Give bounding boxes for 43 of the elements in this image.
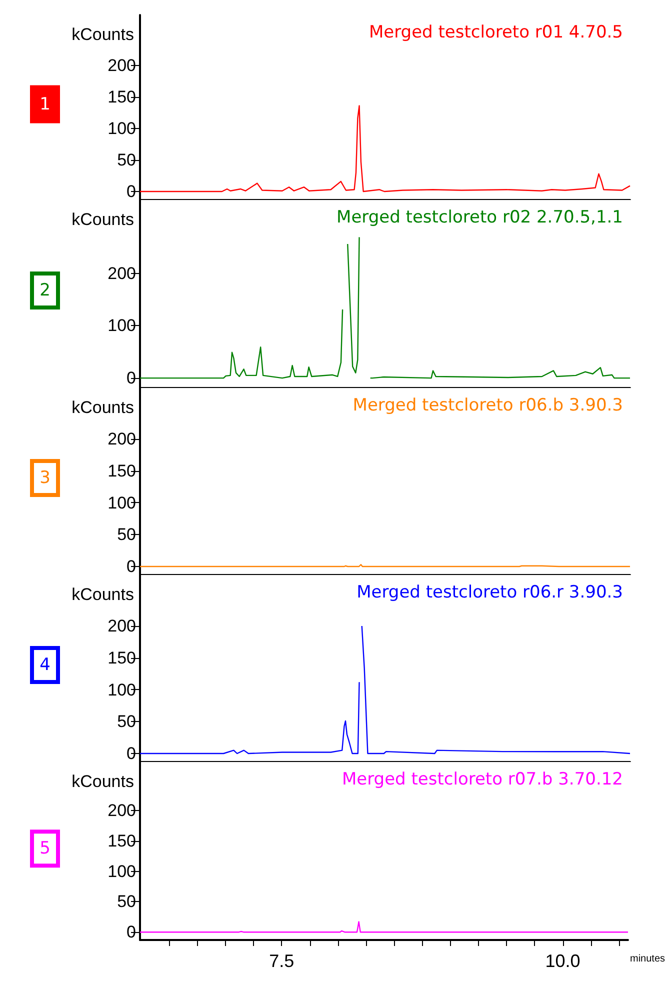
y-axis-title: kCounts bbox=[72, 210, 134, 229]
y-tick-label: 50 bbox=[117, 525, 136, 544]
y-tick-label: 150 bbox=[108, 648, 136, 668]
y-tick-label: 200 bbox=[108, 430, 136, 448]
y-tick-label: 150 bbox=[108, 461, 136, 480]
y-tick-label: 0 bbox=[126, 182, 136, 201]
y-axis-title: kCounts bbox=[72, 398, 134, 417]
y-tick-label: 50 bbox=[117, 892, 136, 912]
y-tick-label: 50 bbox=[117, 150, 136, 170]
y-tick-label: 200 bbox=[108, 616, 136, 636]
y-tick-label: 200 bbox=[108, 264, 136, 283]
y-tick-label: 100 bbox=[108, 118, 136, 138]
y-tick-label: 200 bbox=[108, 56, 136, 75]
text: Merged testcloreto r02 2.70.5,1.1 bbox=[336, 208, 624, 228]
chart-title: Merged testcloreto r06.b 3.90.3 bbox=[352, 396, 624, 416]
y-tick-label: 0 bbox=[126, 557, 136, 576]
x-axis-title: minutes bbox=[630, 954, 665, 964]
y-tick-label: 0 bbox=[126, 368, 136, 388]
x-tick-label: 7.5 bbox=[269, 951, 294, 971]
text: 4 bbox=[40, 655, 50, 676]
chart-title: Merged testcloreto r06.r 3.90.3 bbox=[356, 582, 624, 602]
text: 5 bbox=[40, 838, 50, 859]
y-tick-label: 0 bbox=[126, 922, 136, 942]
y-tick-label: 150 bbox=[108, 87, 136, 106]
text: Merged testcloreto r07.b 3.70.12 bbox=[342, 770, 623, 790]
y-tick-label: 200 bbox=[108, 801, 136, 820]
text: Merged testcloreto r01 4.70.5 bbox=[368, 22, 624, 42]
text: 2 bbox=[40, 280, 50, 300]
y-tick-label: 100 bbox=[108, 493, 136, 512]
y-tick-label: 100 bbox=[108, 680, 136, 700]
y-axis-title: kCounts bbox=[72, 772, 134, 791]
y-axis-title: kCounts bbox=[72, 25, 134, 44]
y-axis-title: kCounts bbox=[72, 585, 134, 604]
y-tick-label: 50 bbox=[117, 712, 136, 732]
line-series bbox=[139, 921, 629, 933]
x-tick-label: 10.0 bbox=[545, 951, 580, 971]
y-tick-label: 0 bbox=[126, 744, 136, 763]
y-tick-label: 100 bbox=[108, 316, 136, 336]
line-series bbox=[139, 105, 631, 192]
y-tick-label: 100 bbox=[108, 862, 136, 881]
y-tick-label: 150 bbox=[108, 831, 136, 850]
text: 1 bbox=[40, 94, 50, 114]
text: 3 bbox=[40, 468, 50, 488]
